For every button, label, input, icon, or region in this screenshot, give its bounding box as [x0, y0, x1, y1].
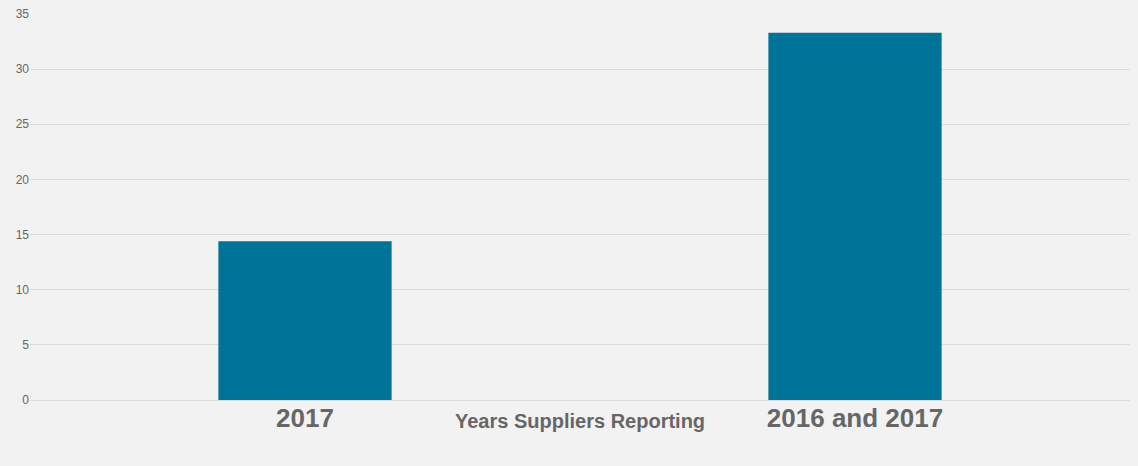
svg-text:35: 35: [16, 7, 30, 21]
svg-text:5: 5: [22, 338, 29, 352]
svg-text:0: 0: [22, 393, 29, 407]
svg-text:30: 30: [16, 62, 30, 76]
svg-text:10: 10: [16, 283, 30, 297]
svg-text:15: 15: [16, 228, 30, 242]
svg-text:Years Suppliers Reporting: Years Suppliers Reporting: [455, 410, 705, 432]
svg-text:2016 and 2017: 2016 and 2017: [767, 403, 943, 433]
svg-text:25: 25: [16, 117, 30, 131]
svg-text:2017: 2017: [276, 403, 334, 433]
svg-text:20: 20: [16, 173, 30, 187]
